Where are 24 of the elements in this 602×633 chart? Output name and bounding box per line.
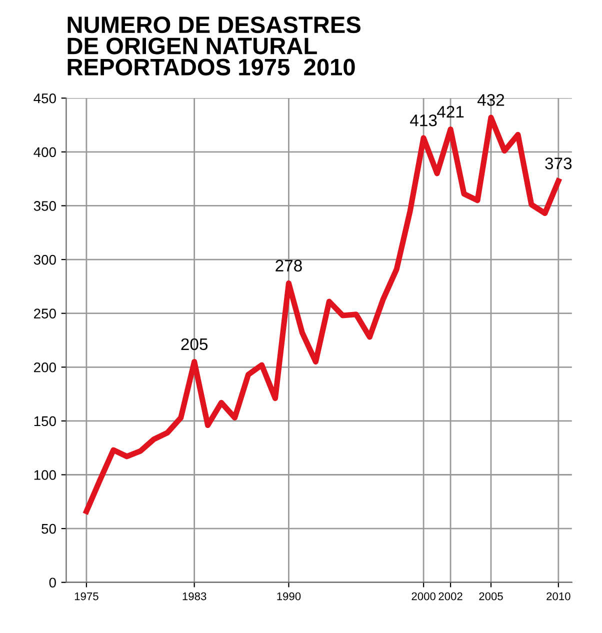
y-tick-label: 300 [34,254,56,265]
x-tick-label: 2005 [479,592,503,600]
x-tick-label: 2010 [546,592,570,600]
annotation: 205 [181,338,208,350]
y-tick-label: 350 [34,201,56,211]
y-tick-label: 100 [34,470,56,480]
y-tick-label: 0 [49,578,56,588]
y-tick-label: 50 [42,524,56,534]
chart-title: NUMERO DE DESASTRES DE ORIGEN NATURAL REPORTADOS 1975 2010 [68,16,360,76]
x-tick-label: 1990 [277,592,301,600]
annotation: 278 [276,260,302,272]
annotation: 413 [410,114,437,126]
x-tick-label: 2002 [438,592,462,600]
y-tick-label: 450 [34,93,56,104]
x-tick-label: 2000 [412,592,436,600]
y-tick-label: 200 [34,362,56,372]
y-tick-label: 400 [34,147,56,158]
x-tick-label: 1983 [182,592,206,600]
y-tick-label: 250 [34,308,56,319]
annotation: 432 [477,94,504,106]
annotation: 421 [437,106,464,118]
annotation: 373 [545,158,572,170]
y-tick-label: 150 [34,416,56,426]
x-tick-label: 1975 [74,592,98,600]
